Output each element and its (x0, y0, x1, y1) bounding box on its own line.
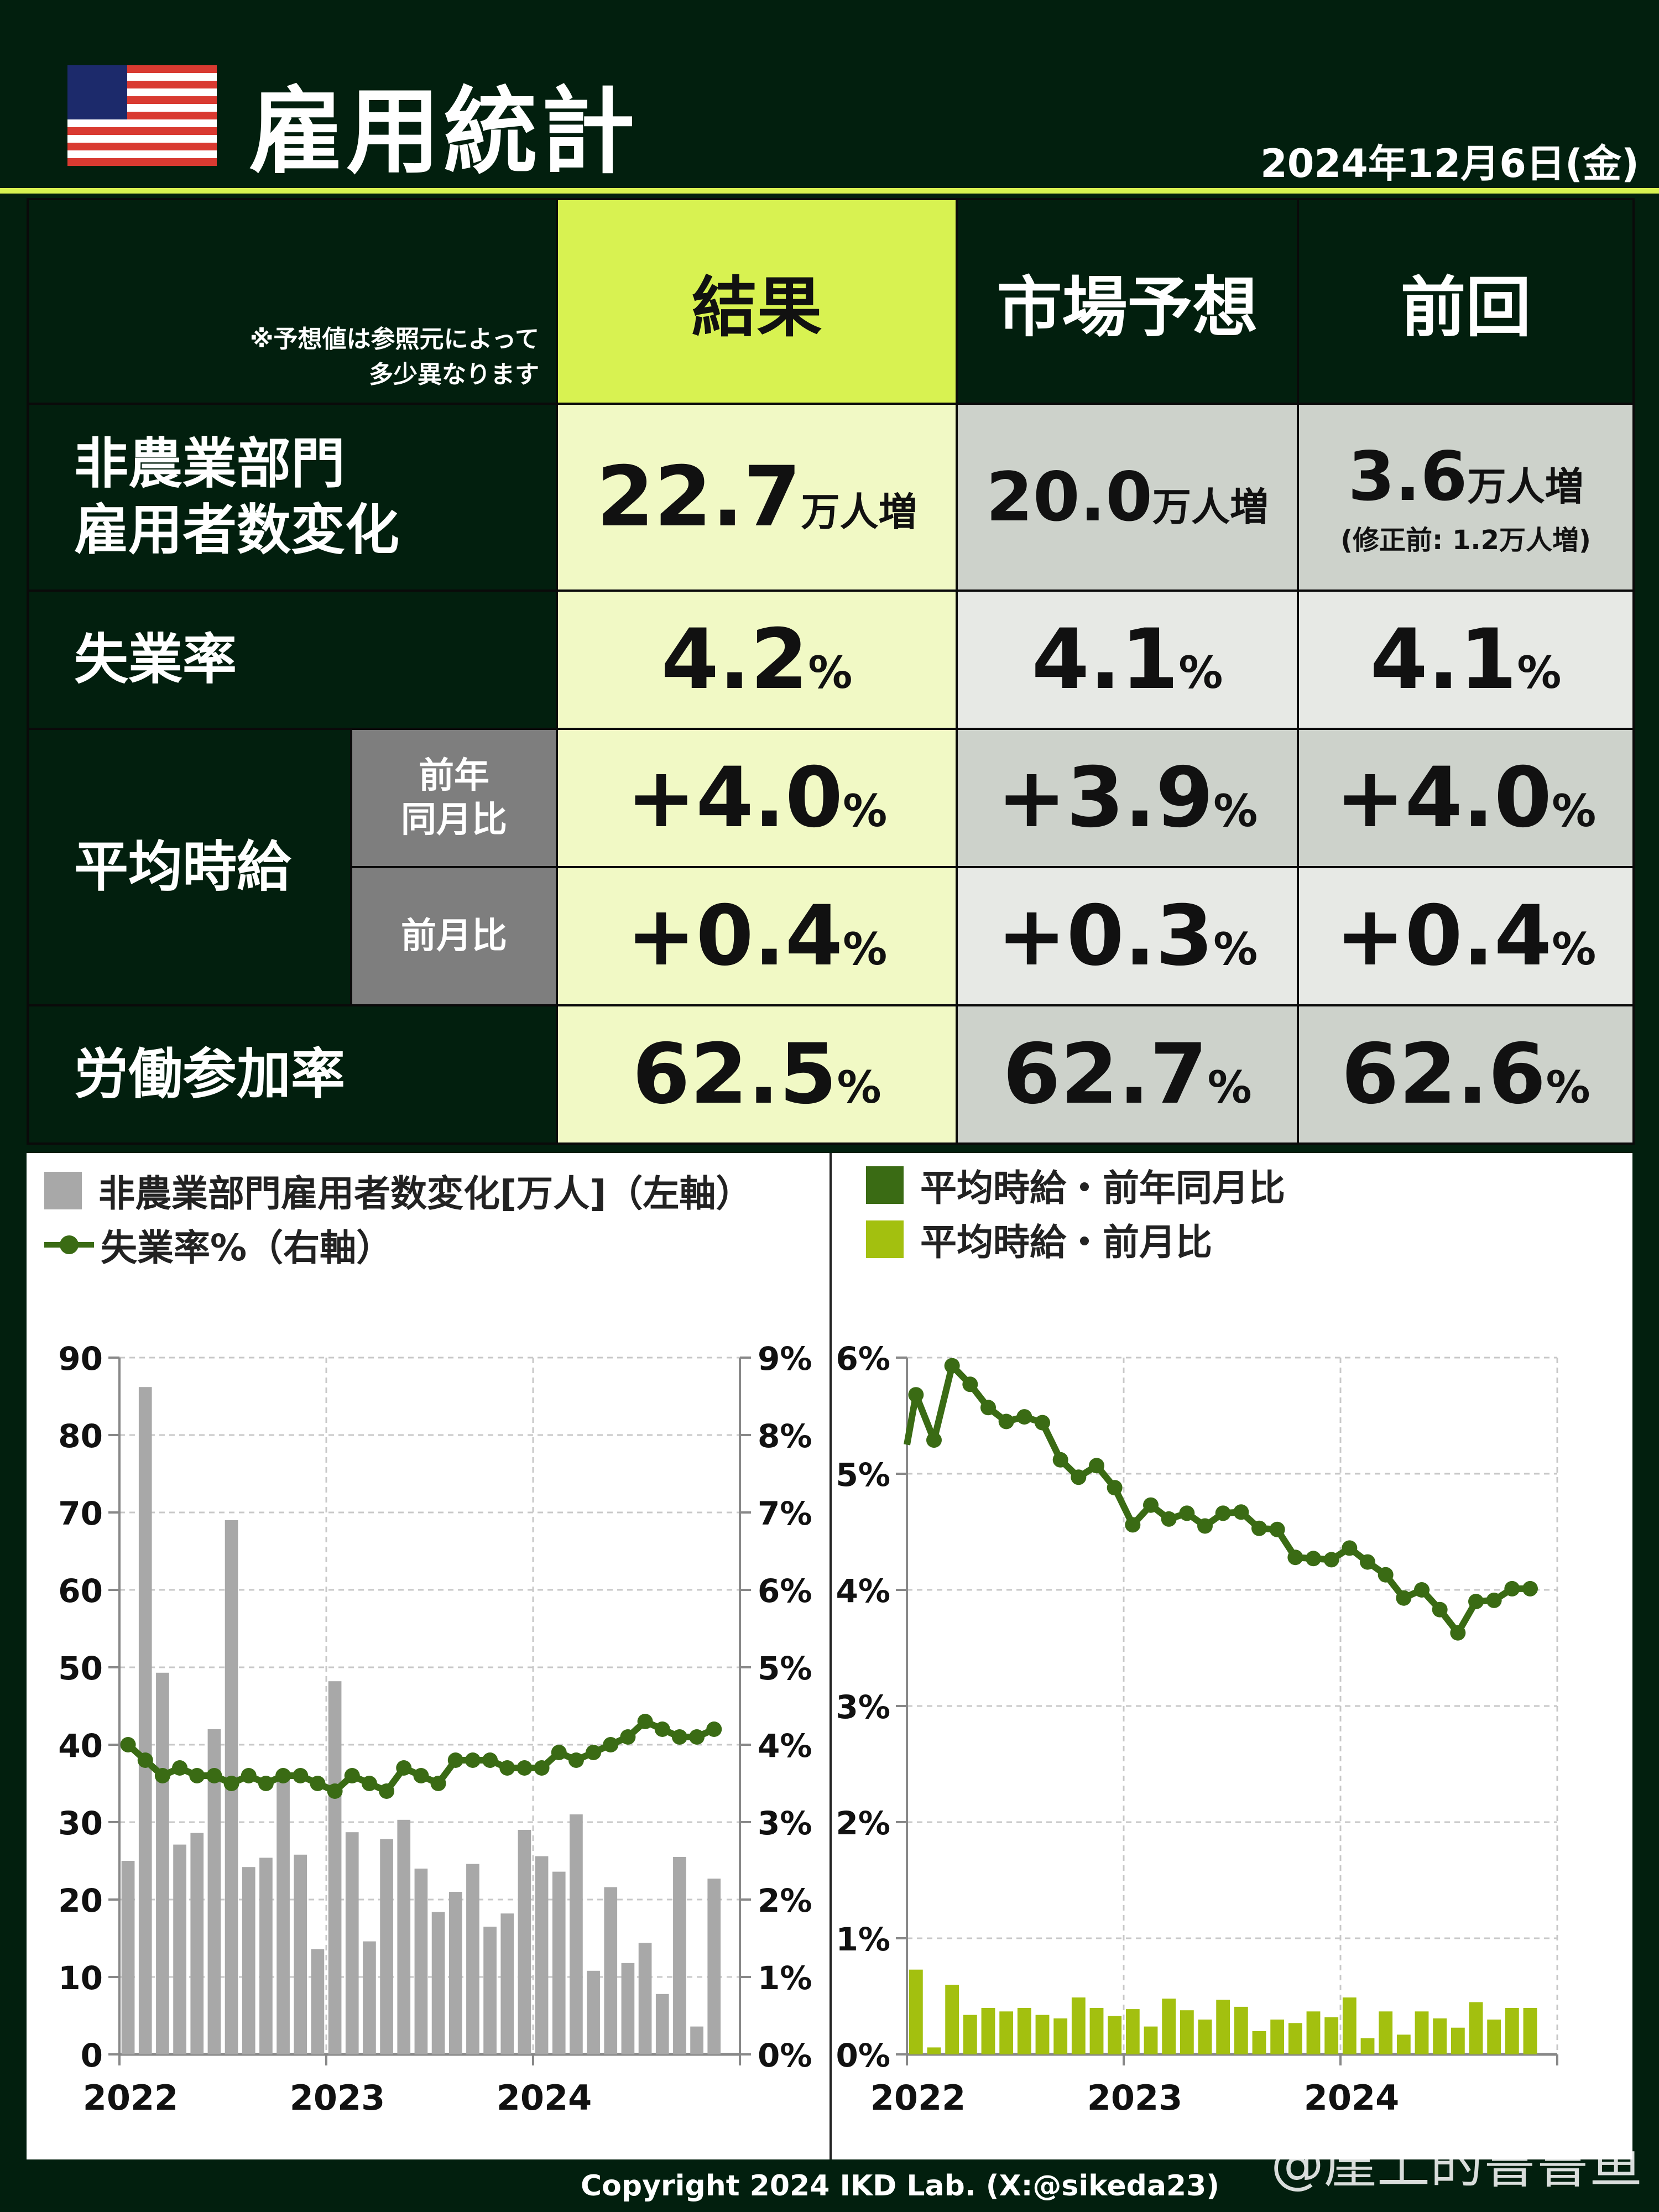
nfp-previous: 3.6万人増 (修正前: 1.2万人増) (1297, 403, 1635, 592)
svg-text:60: 60 (58, 1572, 103, 1610)
nfp-result: 22.7万人増 (556, 403, 958, 592)
participation-forecast: 62.7% (956, 1004, 1300, 1145)
svg-text:1%: 1% (758, 1959, 812, 1997)
svg-text:2022: 2022 (870, 2078, 966, 2118)
table-row-earnings-mom: 前月比 +0.4% +0.3% +0.4% (28, 866, 1635, 1006)
results-table: ※予想値は参照元によって 多少異なります 結果 市場予想 前回 非農業部門 雇用… (26, 198, 1635, 1145)
svg-text:2022: 2022 (83, 2078, 179, 2118)
watermark: @崖上的鲁鲁鱼 (1271, 2133, 1642, 2195)
table-row-unemployment: 失業率 4.2% 4.1% 4.1% (26, 589, 1635, 730)
gray-square-icon (44, 1172, 82, 1209)
charts-panel: 非農業部門雇用者数変化[万人]（左軸） 失業率%（右軸） 0 0% 10 1% 20 2%… (27, 1153, 1632, 2159)
line-dot-icon (44, 1235, 94, 1254)
earnings-yoy-forecast: +3.9% (956, 728, 1300, 868)
nfp-revision-note: (修正前: 1.2万人増) (1340, 525, 1591, 556)
table-row-participation: 労働参加率 62.5% 62.7% 62.6% (26, 1004, 1635, 1145)
svg-text:80: 80 (58, 1417, 103, 1455)
legend-nfp: 非農業部門雇用者数変化[万人]（左軸） (44, 1164, 752, 1217)
svg-text:9%: 9% (758, 1340, 812, 1378)
nfp-unemployment-chart: 0 0% 10 1% 20 2% 30 3% 40 4% 50 5% 60 6% 70 7% 80 8% 90 9% 2… (58, 1340, 812, 2118)
hourly-earnings-chart: 0% 1% 2% 3% 4% 5% 6% 2022 2023 2024 (836, 1340, 1558, 2118)
svg-text:2024: 2024 (497, 2078, 592, 2118)
svg-text:20: 20 (58, 1882, 103, 1919)
row-label-nfp: 非農業部門 雇用者数変化 (26, 403, 559, 592)
forecast-note: ※予想値は参照元によって 多少異なります (26, 198, 559, 405)
svg-text:0: 0 (81, 2037, 103, 2074)
svg-text:2023: 2023 (290, 2078, 385, 2118)
svg-text:40: 40 (58, 1727, 103, 1765)
unemployment-previous: 4.1% (1297, 589, 1635, 730)
sub-label-mom: 前月比 (349, 866, 559, 1006)
earnings-mom-forecast: +0.3% (956, 866, 1300, 1006)
header: 雇用統計 2024年12月6日(金) (0, 0, 1659, 188)
accent-divider (0, 188, 1659, 194)
copyright: Copyright 2024 IKD Lab. (X:@sikeda23) (581, 2169, 1220, 2203)
column-header-result: 結果 (556, 198, 958, 405)
svg-text:2023: 2023 (1087, 2078, 1183, 2118)
dark-green-square-icon (866, 1166, 904, 1204)
table-row-nfp: 非農業部門 雇用者数変化 22.7万人増 20.0万人増 3.6万人増 (修正前:… (26, 403, 1635, 592)
svg-text:90: 90 (58, 1340, 103, 1378)
svg-text:4%: 4% (836, 1572, 890, 1610)
legend-yoy: 平均時給・前年同月比 (866, 1159, 1285, 1212)
legend-unemployment: 失業率%（右軸） (44, 1218, 393, 1271)
column-header-forecast: 市場予想 (956, 198, 1300, 405)
svg-text:5%: 5% (758, 1650, 812, 1687)
svg-text:5%: 5% (836, 1456, 890, 1494)
page-title: 雇用統計 (249, 77, 639, 187)
svg-text:0%: 0% (758, 2037, 812, 2074)
svg-text:7%: 7% (758, 1495, 812, 1532)
unemployment-forecast: 4.1% (956, 589, 1300, 730)
participation-previous: 62.6% (1297, 1004, 1635, 1145)
legend-mom: 平均時給・前月比 (866, 1213, 1212, 1266)
svg-text:2%: 2% (758, 1882, 812, 1919)
svg-text:2024: 2024 (1304, 2078, 1400, 2118)
earnings-yoy-result: +4.0% (556, 728, 958, 868)
svg-text:8%: 8% (758, 1417, 812, 1455)
us-flag-icon (67, 65, 217, 166)
svg-text:10: 10 (58, 1959, 103, 1997)
svg-text:6%: 6% (758, 1572, 812, 1610)
earnings-mom-result: +0.4% (556, 866, 958, 1006)
earnings-yoy-previous: +4.0% (1297, 728, 1635, 868)
svg-text:70: 70 (58, 1495, 103, 1532)
table-row-earnings-yoy: 平均時給 前年 同月比 +4.0% +3.9% +4.0% (27, 728, 1635, 1006)
column-header-previous: 前回 (1297, 198, 1635, 405)
release-date: 2024年12月6日(金) (1260, 141, 1639, 186)
sub-label-yoy: 前年 同月比 (349, 728, 559, 868)
svg-text:50: 50 (58, 1650, 103, 1687)
svg-text:30: 30 (58, 1804, 103, 1842)
row-label-participation: 労働参加率 (26, 1004, 559, 1145)
participation-result: 62.5% (556, 1004, 958, 1145)
svg-text:1%: 1% (836, 1921, 890, 1958)
footer: Copyright 2024 IKD Lab. (X:@sikeda23) @崖… (0, 2133, 1659, 2212)
svg-text:3%: 3% (836, 1688, 890, 1726)
chart-divider (830, 1153, 832, 2159)
row-label-earnings: 平均時給 (27, 728, 352, 1006)
svg-text:0%: 0% (836, 2037, 890, 2074)
svg-text:3%: 3% (758, 1804, 812, 1842)
lime-square-icon (866, 1220, 904, 1258)
svg-text:4%: 4% (758, 1727, 812, 1765)
nfp-forecast: 20.0万人増 (956, 403, 1300, 592)
row-label-unemployment: 失業率 (26, 589, 559, 730)
svg-text:2%: 2% (836, 1804, 890, 1842)
svg-text:6%: 6% (836, 1340, 890, 1378)
earnings-mom-previous: +0.4% (1297, 866, 1635, 1006)
unemployment-result: 4.2% (556, 589, 958, 730)
